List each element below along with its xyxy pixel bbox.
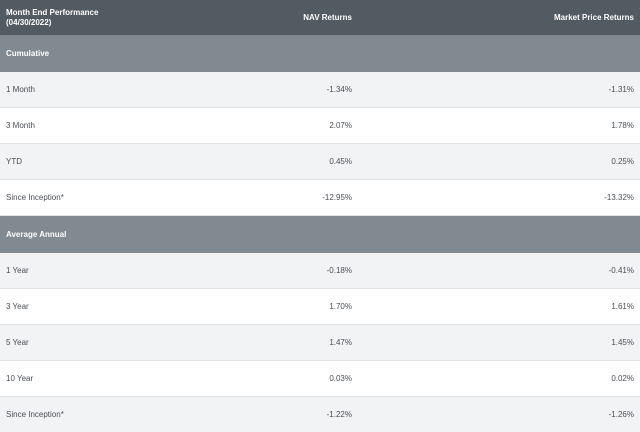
table-row: 5 Year 1.47% 1.45% — [0, 325, 640, 361]
market-value: 1.78% — [611, 121, 634, 130]
section-cumulative: Cumulative — [0, 35, 640, 72]
header-title-line1: Month End Performance — [6, 7, 99, 17]
period-label: 3 Year — [6, 302, 29, 311]
header-title: Month End Performance (04/30/2022) — [0, 8, 272, 28]
period-label: Since Inception* — [6, 193, 64, 202]
table-row: 1 Month -1.34% -1.31% — [0, 72, 640, 108]
table-row: YTD 0.45% 0.25% — [0, 144, 640, 180]
table-row: 3 Year 1.70% 1.61% — [0, 289, 640, 325]
period-label: Since Inception* — [6, 410, 64, 419]
market-value: -1.26% — [608, 410, 634, 419]
period-label: 3 Month — [6, 121, 35, 130]
market-value: 1.45% — [611, 338, 634, 347]
nav-value: -0.18% — [326, 266, 352, 275]
nav-value: 0.03% — [329, 374, 352, 383]
nav-value: 0.45% — [329, 157, 352, 166]
period-label: 1 Month — [6, 85, 35, 94]
section-average-annual: Average Annual — [0, 216, 640, 253]
table-header: Month End Performance (04/30/2022) NAV R… — [0, 0, 640, 35]
market-value: 0.02% — [611, 374, 634, 383]
market-value: 0.25% — [611, 157, 634, 166]
header-market-price-returns: Market Price Returns — [553, 13, 634, 22]
nav-value: 1.70% — [329, 302, 352, 311]
table-row: 10 Year 0.03% 0.02% — [0, 361, 640, 397]
nav-value: -12.95% — [322, 193, 352, 202]
section-label: Cumulative — [6, 49, 50, 58]
period-label: 5 Year — [6, 338, 29, 347]
section-label: Average Annual — [6, 230, 67, 239]
market-value: -1.31% — [608, 85, 634, 94]
nav-value: 1.47% — [329, 338, 352, 347]
nav-value: 2.07% — [329, 121, 352, 130]
period-label: YTD — [6, 157, 22, 166]
period-label: 10 Year — [6, 374, 34, 383]
market-value: 1.61% — [611, 302, 634, 311]
header-title-line2: (04/30/2022) — [6, 17, 52, 27]
market-value: -13.32% — [604, 193, 634, 202]
table-row: 1 Year -0.18% -0.41% — [0, 253, 640, 289]
nav-value: -1.34% — [326, 85, 352, 94]
market-value: -0.41% — [608, 266, 634, 275]
table-row: 3 Month 2.07% 1.78% — [0, 108, 640, 144]
nav-value: -1.22% — [326, 410, 352, 419]
table-row: Since Inception* -1.22% -1.26% — [0, 397, 640, 432]
period-label: 1 Year — [6, 266, 29, 275]
header-nav-returns: NAV Returns — [303, 13, 352, 22]
table-row: Since Inception* -12.95% -13.32% — [0, 180, 640, 216]
